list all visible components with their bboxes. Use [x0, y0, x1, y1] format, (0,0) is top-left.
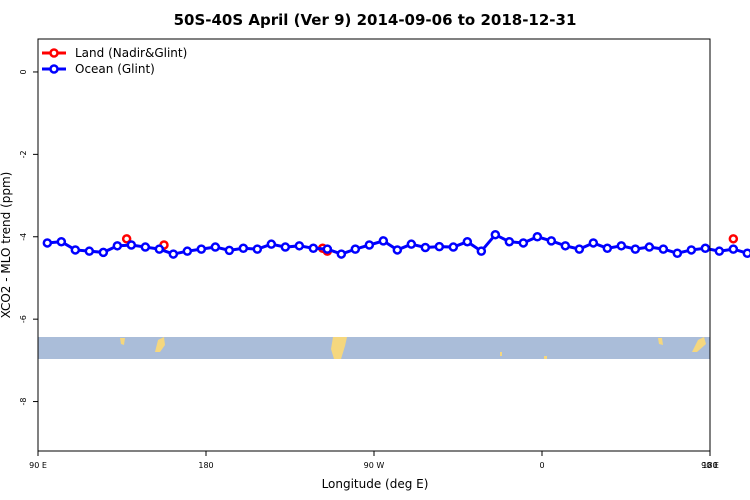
y-tick-label: -6	[19, 315, 28, 323]
data-point	[392, 245, 403, 255]
data-point	[490, 229, 501, 240]
land-shape	[692, 337, 706, 352]
y-tick-label: -4	[19, 233, 28, 241]
land-shape	[155, 337, 165, 352]
legend-label: Ocean (Glint)	[75, 62, 155, 76]
data-point	[294, 241, 305, 251]
data-point	[728, 244, 739, 254]
legend-item: Ocean (Glint)	[42, 62, 155, 76]
data-point	[574, 244, 585, 254]
data-point	[630, 244, 641, 254]
ocean-band	[38, 337, 710, 359]
data-point	[350, 244, 361, 254]
x-tick-label: 0	[539, 461, 544, 470]
x-tick-label: 90 E	[701, 461, 719, 470]
x-tick-label: 90 E	[29, 461, 47, 470]
data-point	[336, 249, 347, 259]
data-point	[616, 241, 627, 251]
land-shape	[331, 337, 347, 359]
data-point	[532, 232, 543, 242]
data-point	[448, 242, 459, 252]
data-point	[476, 246, 487, 256]
x-axis-label: Longitude (deg E)	[322, 477, 429, 491]
land-shape	[500, 352, 502, 356]
data-point	[644, 242, 655, 252]
data-point	[588, 238, 599, 248]
land-shape	[544, 356, 547, 359]
data-point	[714, 246, 725, 256]
legend: Land (Nadir&Glint) Ocean (Glint)	[42, 46, 187, 76]
land-shape	[658, 338, 663, 345]
y-tick-label: -2	[19, 150, 28, 158]
data-point	[56, 236, 67, 247]
legend-label: Land (Nadir&Glint)	[75, 46, 187, 60]
data-point	[728, 234, 739, 244]
data-point	[121, 234, 132, 244]
data-point	[518, 238, 529, 248]
series-ocean	[42, 229, 750, 259]
data-point	[126, 240, 137, 250]
y-tick-label: 0	[19, 69, 28, 74]
data-point	[672, 248, 683, 258]
land-shape	[120, 338, 125, 345]
data-point	[210, 242, 221, 252]
data-point	[98, 247, 109, 258]
legend-item: Land (Nadir&Glint)	[42, 46, 187, 60]
data-point	[238, 243, 249, 254]
x-tick-label: 180	[702, 461, 717, 470]
data-point	[182, 246, 193, 256]
data-point	[742, 248, 750, 258]
data-point	[168, 249, 179, 259]
data-point	[378, 236, 389, 246]
legend-marker	[49, 48, 59, 58]
legend-marker	[49, 64, 59, 74]
data-point	[196, 244, 207, 254]
data-point	[308, 243, 319, 254]
data-point	[658, 244, 669, 254]
data-point	[112, 241, 123, 251]
data-point	[70, 245, 81, 255]
data-point	[406, 239, 417, 249]
data-point	[280, 242, 291, 252]
y-tick-label: -8	[19, 398, 28, 406]
y-axis-label: XCO2 - MLO trend (ppm)	[0, 172, 13, 319]
data-point	[686, 245, 697, 255]
data-point	[364, 240, 375, 250]
data-point	[252, 244, 263, 254]
land-ocean-map-band	[38, 337, 710, 359]
data-point	[42, 238, 53, 248]
data-point	[462, 236, 473, 247]
data-point	[560, 241, 571, 251]
x-tick-label: 180	[198, 461, 213, 470]
data-point	[140, 242, 151, 252]
data-point	[322, 244, 333, 254]
data-point	[224, 245, 235, 256]
data-point	[504, 236, 515, 247]
data-point	[84, 246, 95, 256]
data-point	[154, 244, 165, 254]
data-point	[266, 239, 277, 249]
data-point	[546, 236, 557, 246]
data-point	[434, 241, 445, 252]
data-point	[602, 243, 613, 254]
series-layer	[42, 229, 750, 259]
data-point	[700, 243, 711, 254]
x-tick-label: 90 W	[364, 461, 385, 470]
chart-title: 50S-40S April (Ver 9) 2014-09-06 to 2018…	[174, 11, 577, 29]
data-point	[420, 242, 431, 253]
